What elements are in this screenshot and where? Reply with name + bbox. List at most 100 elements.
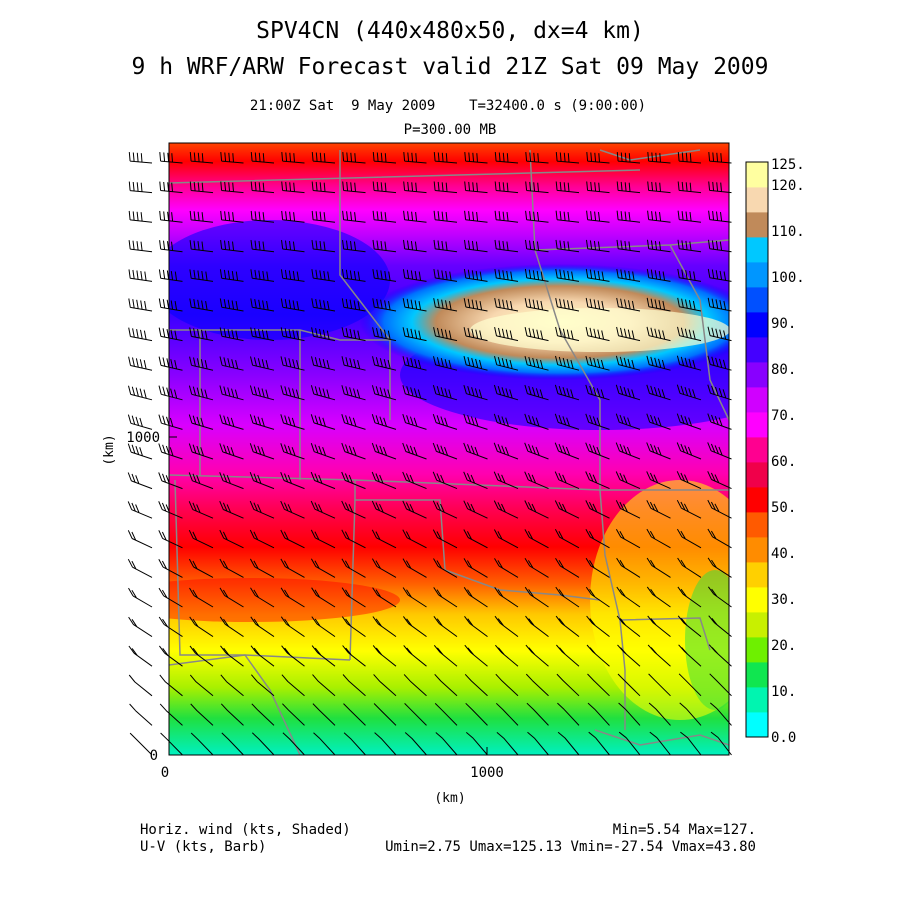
wind-barb xyxy=(555,557,580,578)
wind-barb xyxy=(464,673,488,697)
wind-barb xyxy=(189,152,214,164)
colorbar-swatch xyxy=(746,337,768,363)
wind-barb xyxy=(280,558,305,578)
wind-barb xyxy=(555,355,580,371)
wind-barb xyxy=(649,731,671,756)
wind-barb xyxy=(555,586,580,608)
wind-barb xyxy=(342,181,366,194)
wind-barb xyxy=(250,616,275,638)
wind-barb xyxy=(372,356,397,371)
wind-barb xyxy=(677,615,702,637)
wind-barb xyxy=(343,732,366,756)
wind-barb xyxy=(555,268,580,282)
wind-barb xyxy=(402,558,427,578)
wind-barb xyxy=(189,181,214,194)
wind-barb xyxy=(128,152,153,164)
wind-barb xyxy=(250,298,275,312)
wind-barb xyxy=(555,152,580,164)
wind-barb xyxy=(310,414,336,430)
wind-barb xyxy=(586,644,610,667)
wind-barb xyxy=(557,702,580,726)
wind-barb xyxy=(372,327,397,342)
wind-barb xyxy=(219,385,244,401)
wind-barb xyxy=(128,674,153,697)
wind-barb xyxy=(616,326,641,342)
wind-barb xyxy=(249,443,275,460)
wind-barb xyxy=(677,210,702,223)
wind-barb xyxy=(463,269,488,282)
wind-barb xyxy=(128,298,153,312)
wind-barb xyxy=(494,152,519,164)
wind-barb xyxy=(127,443,153,460)
wind-barb xyxy=(220,181,244,194)
wind-barb xyxy=(374,732,397,756)
wind-barb xyxy=(342,674,366,697)
wind-barb xyxy=(432,500,458,519)
wind-barb xyxy=(707,499,732,519)
wind-barb xyxy=(587,673,610,697)
wind-barb xyxy=(220,703,244,726)
wind-barb xyxy=(402,327,427,342)
footer-right-line2: Umin=2.75 Umax=125.13 Vmin=-27.54 Vmax=4… xyxy=(385,839,756,855)
wind-barb xyxy=(280,385,305,401)
wind-barb xyxy=(555,181,580,194)
y-tick-label-1000: 1000 xyxy=(126,430,160,446)
wind-barb xyxy=(585,413,610,430)
wind-barb xyxy=(646,528,671,549)
colorbar-label: 60. xyxy=(771,454,796,470)
wind-barb xyxy=(280,298,305,312)
colorbar-swatch xyxy=(746,212,768,238)
wind-barb xyxy=(158,616,183,638)
wind-barb xyxy=(587,702,610,726)
wind-barb xyxy=(433,616,458,638)
wind-barb xyxy=(463,355,488,371)
wind-barb xyxy=(646,297,671,312)
wind-barb xyxy=(280,616,305,638)
wind-barb xyxy=(677,181,702,194)
wind-barb xyxy=(160,732,183,756)
wind-barb xyxy=(707,528,732,549)
wind-barb xyxy=(433,644,458,667)
wind-barb xyxy=(403,210,427,223)
colorbar-swatch xyxy=(746,462,768,488)
wind-barb xyxy=(677,586,702,608)
wind-barb xyxy=(463,471,488,490)
wind-barb xyxy=(341,327,366,342)
wind-barb xyxy=(432,384,458,401)
wind-barb xyxy=(372,239,397,253)
wind-barb xyxy=(402,442,427,460)
wind-barb xyxy=(493,413,519,430)
wind-barb xyxy=(342,240,366,253)
wind-barb xyxy=(219,443,244,460)
colorbar: 0.0 10. 20. 30. 40. 50. 60. 70. 80. 90. 100. 110. 12… xyxy=(745,157,805,746)
wind-barb xyxy=(311,210,336,223)
title-line1: SPV4CN (440x480x50, dx=4 km) xyxy=(256,18,644,44)
wind-barb xyxy=(251,674,275,697)
wind-barb xyxy=(433,298,458,312)
wind-barb xyxy=(464,644,488,667)
wind-barb xyxy=(342,210,366,223)
wind-barb xyxy=(250,327,275,342)
wind-barb xyxy=(707,326,732,342)
wind-barb xyxy=(188,472,214,490)
wind-barb xyxy=(555,210,580,223)
colorbar-swatch xyxy=(746,437,768,463)
footer-left-line1: Horiz. wind (kts, Shaded) xyxy=(140,822,351,838)
wind-barb xyxy=(678,644,702,667)
colorbar-frame xyxy=(745,161,769,738)
wind-barb xyxy=(526,702,549,726)
wind-barb xyxy=(615,384,641,401)
wind-barb xyxy=(311,616,336,638)
wind-barb xyxy=(341,269,366,282)
wind-barb xyxy=(585,586,610,608)
wind-barb xyxy=(250,181,275,194)
footer-right-line1: Min=5.54 Max=127. xyxy=(613,822,756,838)
wind-barb xyxy=(585,326,610,342)
wind-barb xyxy=(616,268,641,282)
wind-barb xyxy=(220,674,244,697)
wind-barb xyxy=(127,530,153,549)
wind-barb xyxy=(463,500,488,519)
wind-barb xyxy=(127,414,153,430)
wind-barb xyxy=(615,413,641,430)
colorbar-swatch xyxy=(746,587,768,613)
